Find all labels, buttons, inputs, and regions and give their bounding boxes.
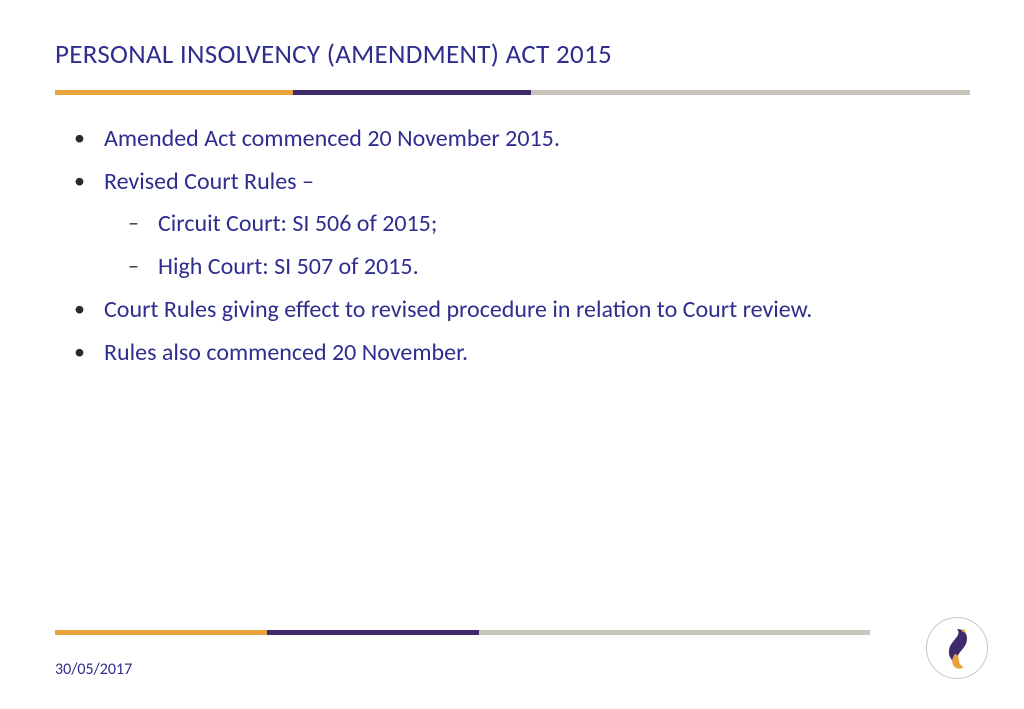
divider-bottom (55, 630, 870, 635)
divider-segment-purple (267, 630, 479, 635)
bullet-item: Revised Court Rules – Circuit Court: SI … (74, 161, 954, 289)
slide-body: Amended Act commenced 20 November 2015. … (74, 118, 954, 374)
swan-logo-icon (926, 617, 988, 679)
bullet-text: High Court: SI 507 of 2015. (158, 252, 419, 281)
slide-title: PERSONAL INSOLVENCY (AMENDMENT) ACT 2015 (55, 38, 612, 71)
divider-segment-grey (479, 630, 870, 635)
divider-top (55, 90, 970, 95)
sub-bullet-item: Circuit Court: SI 506 of 2015; (128, 203, 954, 246)
divider-segment-grey (531, 90, 970, 95)
bullet-item: Rules also commenced 20 November. (74, 332, 954, 375)
bullet-text: Amended Act commenced 20 November 2015. (104, 124, 560, 153)
slide: PERSONAL INSOLVENCY (AMENDMENT) ACT 2015… (0, 0, 1024, 709)
bullet-item: Amended Act commenced 20 November 2015. (74, 118, 954, 161)
slide-date: 30/05/2017 (55, 660, 132, 679)
bullet-text: Court Rules giving effect to revised pro… (104, 295, 812, 324)
bullet-text: Circuit Court: SI 506 of 2015; (158, 209, 437, 238)
divider-segment-purple (293, 90, 531, 95)
sub-bullet-item: High Court: SI 507 of 2015. (128, 246, 954, 289)
divider-segment-orange (55, 630, 267, 635)
bullet-text: Revised Court Rules – (104, 167, 314, 196)
divider-segment-orange (55, 90, 293, 95)
bullet-text: Rules also commenced 20 November. (104, 338, 468, 367)
bullet-item: Court Rules giving effect to revised pro… (74, 289, 954, 332)
